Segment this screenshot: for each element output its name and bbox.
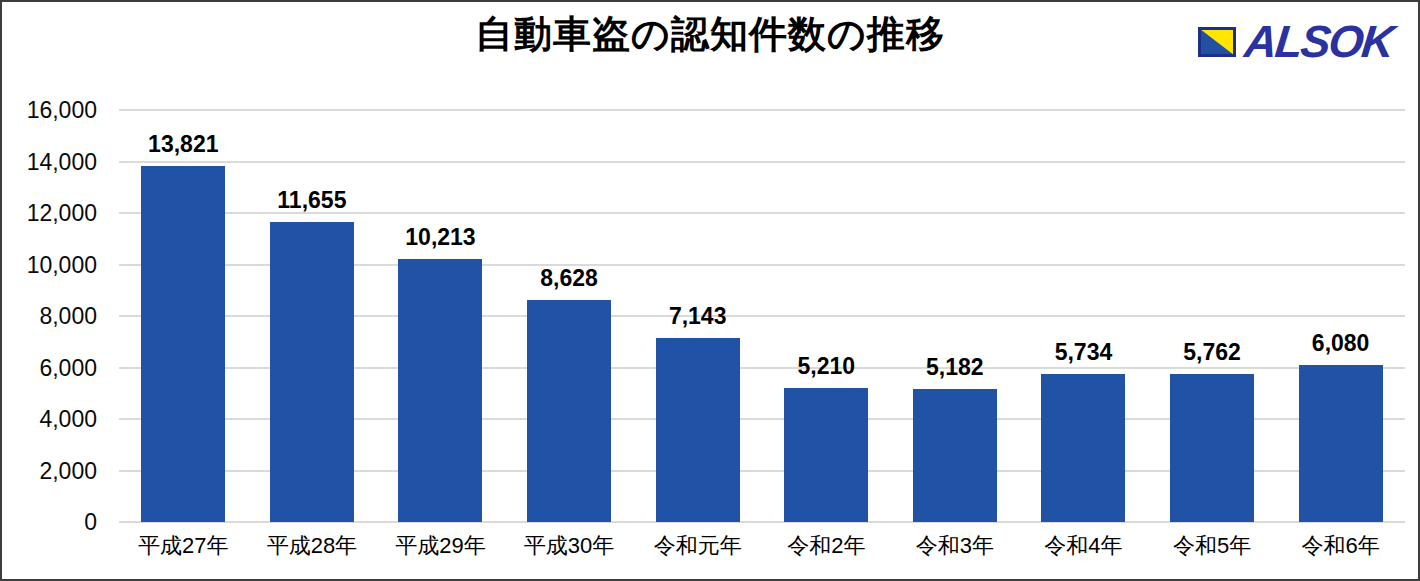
bar [270, 222, 354, 522]
x-axis-category-label: 平成30年 [505, 531, 634, 561]
bar [656, 338, 740, 522]
bar [1299, 365, 1383, 522]
bar-slot: 5,210 [762, 110, 891, 522]
x-axis-category-label: 令和元年 [633, 531, 762, 561]
y-axis-tick-label: 10,000 [2, 253, 97, 277]
x-axis-category-label: 令和6年 [1276, 531, 1405, 561]
bar-value-label: 10,213 [405, 225, 475, 249]
bar-value-label: 5,734 [1055, 340, 1113, 364]
bar-value-label: 13,821 [148, 132, 218, 156]
bar-slot: 5,734 [1019, 110, 1148, 522]
x-axis-category-label: 平成27年 [119, 531, 248, 561]
bar-slot: 11,655 [248, 110, 377, 522]
x-axis-category-label: 令和2年 [762, 531, 891, 561]
bar-slot: 8,628 [505, 110, 634, 522]
bar [1041, 374, 1125, 522]
bar-value-label: 6,080 [1312, 331, 1370, 355]
y-axis-tick-label: 12,000 [2, 201, 97, 225]
bar-value-label: 5,210 [797, 354, 855, 378]
plot-area: 13,821 11,655 10,213 8,628 7,143 5,210 5,182 5,… [119, 110, 1405, 522]
alsok-logo: ALSOK [1198, 19, 1398, 64]
bar [1170, 374, 1254, 522]
bar [398, 259, 482, 522]
x-axis-category-label: 令和4年 [1019, 531, 1148, 561]
bar-slot: 6,080 [1276, 110, 1405, 522]
bar-value-label: 5,182 [926, 355, 984, 379]
alsok-logo-text: ALSOK [1242, 19, 1399, 64]
bar-slot: 5,762 [1148, 110, 1277, 522]
x-axis-category-label: 令和5年 [1148, 531, 1277, 561]
y-axis-tick-label: 0 [2, 510, 97, 534]
bar-slot: 7,143 [633, 110, 762, 522]
bar-value-label: 7,143 [669, 304, 727, 328]
x-axis-category-label: 令和3年 [891, 531, 1020, 561]
y-axis-tick-label: 16,000 [2, 98, 97, 122]
bar [913, 389, 997, 522]
bar-slot: 10,213 [376, 110, 505, 522]
y-axis: 02,0004,0006,0008,00010,00012,00014,0001… [2, 110, 97, 522]
bar-value-label: 11,655 [277, 188, 346, 212]
chart-frame: 自動車盗の認知件数の推移 ALSOK 02,0004,0006,0008,000… [0, 0, 1420, 581]
x-axis: 平成27年平成28年平成29年平成30年令和元年令和2年令和3年令和4年令和5年… [119, 531, 1405, 561]
x-axis-category-label: 平成29年 [376, 531, 505, 561]
x-axis-category-label: 平成28年 [248, 531, 377, 561]
y-axis-tick-label: 2,000 [2, 459, 97, 483]
bar [141, 166, 225, 522]
bar [784, 388, 868, 522]
bar [527, 300, 611, 522]
bar-series: 13,821 11,655 10,213 8,628 7,143 5,210 5,182 5,… [119, 110, 1405, 522]
bar-slot: 13,821 [119, 110, 248, 522]
y-axis-tick-label: 6,000 [2, 356, 97, 380]
y-axis-tick-label: 8,000 [2, 304, 97, 328]
bar-slot: 5,182 [891, 110, 1020, 522]
bar-value-label: 8,628 [540, 266, 598, 290]
y-axis-tick-label: 14,000 [2, 150, 97, 174]
y-axis-tick-label: 4,000 [2, 407, 97, 431]
alsok-logo-mark-icon [1198, 27, 1236, 57]
bar-value-label: 5,762 [1183, 340, 1241, 364]
